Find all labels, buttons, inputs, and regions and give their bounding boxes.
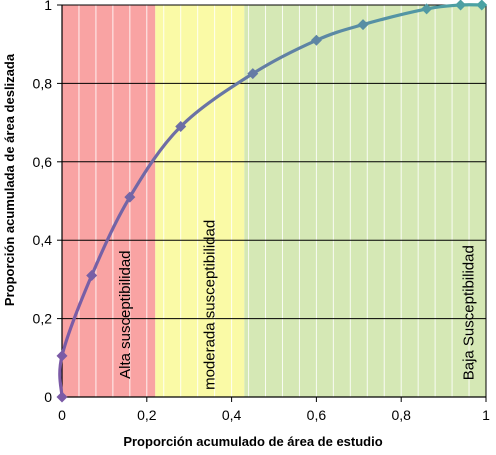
x-tick-label: 0,4 [222,407,242,423]
zone-band-1 [155,5,245,397]
data-point-5 [247,68,259,80]
y-tick-labels: 0 0,2 0,4 0,6 0,8 1 [33,0,53,405]
x-tick-label: 1 [482,407,490,423]
data-point-6 [310,34,322,46]
axes [57,4,487,402]
y-tick-label: 1 [44,0,52,13]
data-point-0 [56,391,68,403]
data-point-2 [86,269,98,281]
zone-labels: Alta susceptibilidad moderada susceptibil… [117,220,477,390]
x-tick-labels: 0 0,2 0,4 0,6 0,8 1 [58,407,490,423]
data-point-1 [56,350,68,362]
data-point-9 [455,0,467,11]
zone-band-0 [62,5,156,397]
y-tick-label: 0,8 [33,75,53,91]
x-tick-label: 0,2 [137,407,157,423]
zone-label-1: moderada susceptibilidad [202,220,219,390]
x-tick-label: 0,6 [307,407,327,423]
data-point-3 [124,191,136,203]
data-point-8 [421,3,433,15]
y-tick-label: 0,2 [33,311,53,327]
data-point-4 [175,121,187,133]
data-point-7 [357,19,369,31]
zone-label-0: Alta susceptibilidad [117,250,134,378]
horizontal-gridlines [62,4,486,320]
y-axis-title: Proporción acumulada de área deslizada [2,53,17,306]
y-tick-label: 0,6 [33,154,53,170]
x-tick-label: 0 [58,407,66,423]
x-axis-title: Proporción acumulado de área de estudio [123,434,382,449]
susceptibility-zones [62,5,486,397]
data-point-10 [476,0,488,11]
y-tick-label: 0 [44,389,52,405]
zone-label-2: Baja Susceptibilidad [460,245,477,380]
data-markers [56,0,488,403]
y-tick-label: 0,4 [33,232,53,248]
zone-band-2 [244,5,486,397]
x-tick-label: 0,8 [391,407,411,423]
